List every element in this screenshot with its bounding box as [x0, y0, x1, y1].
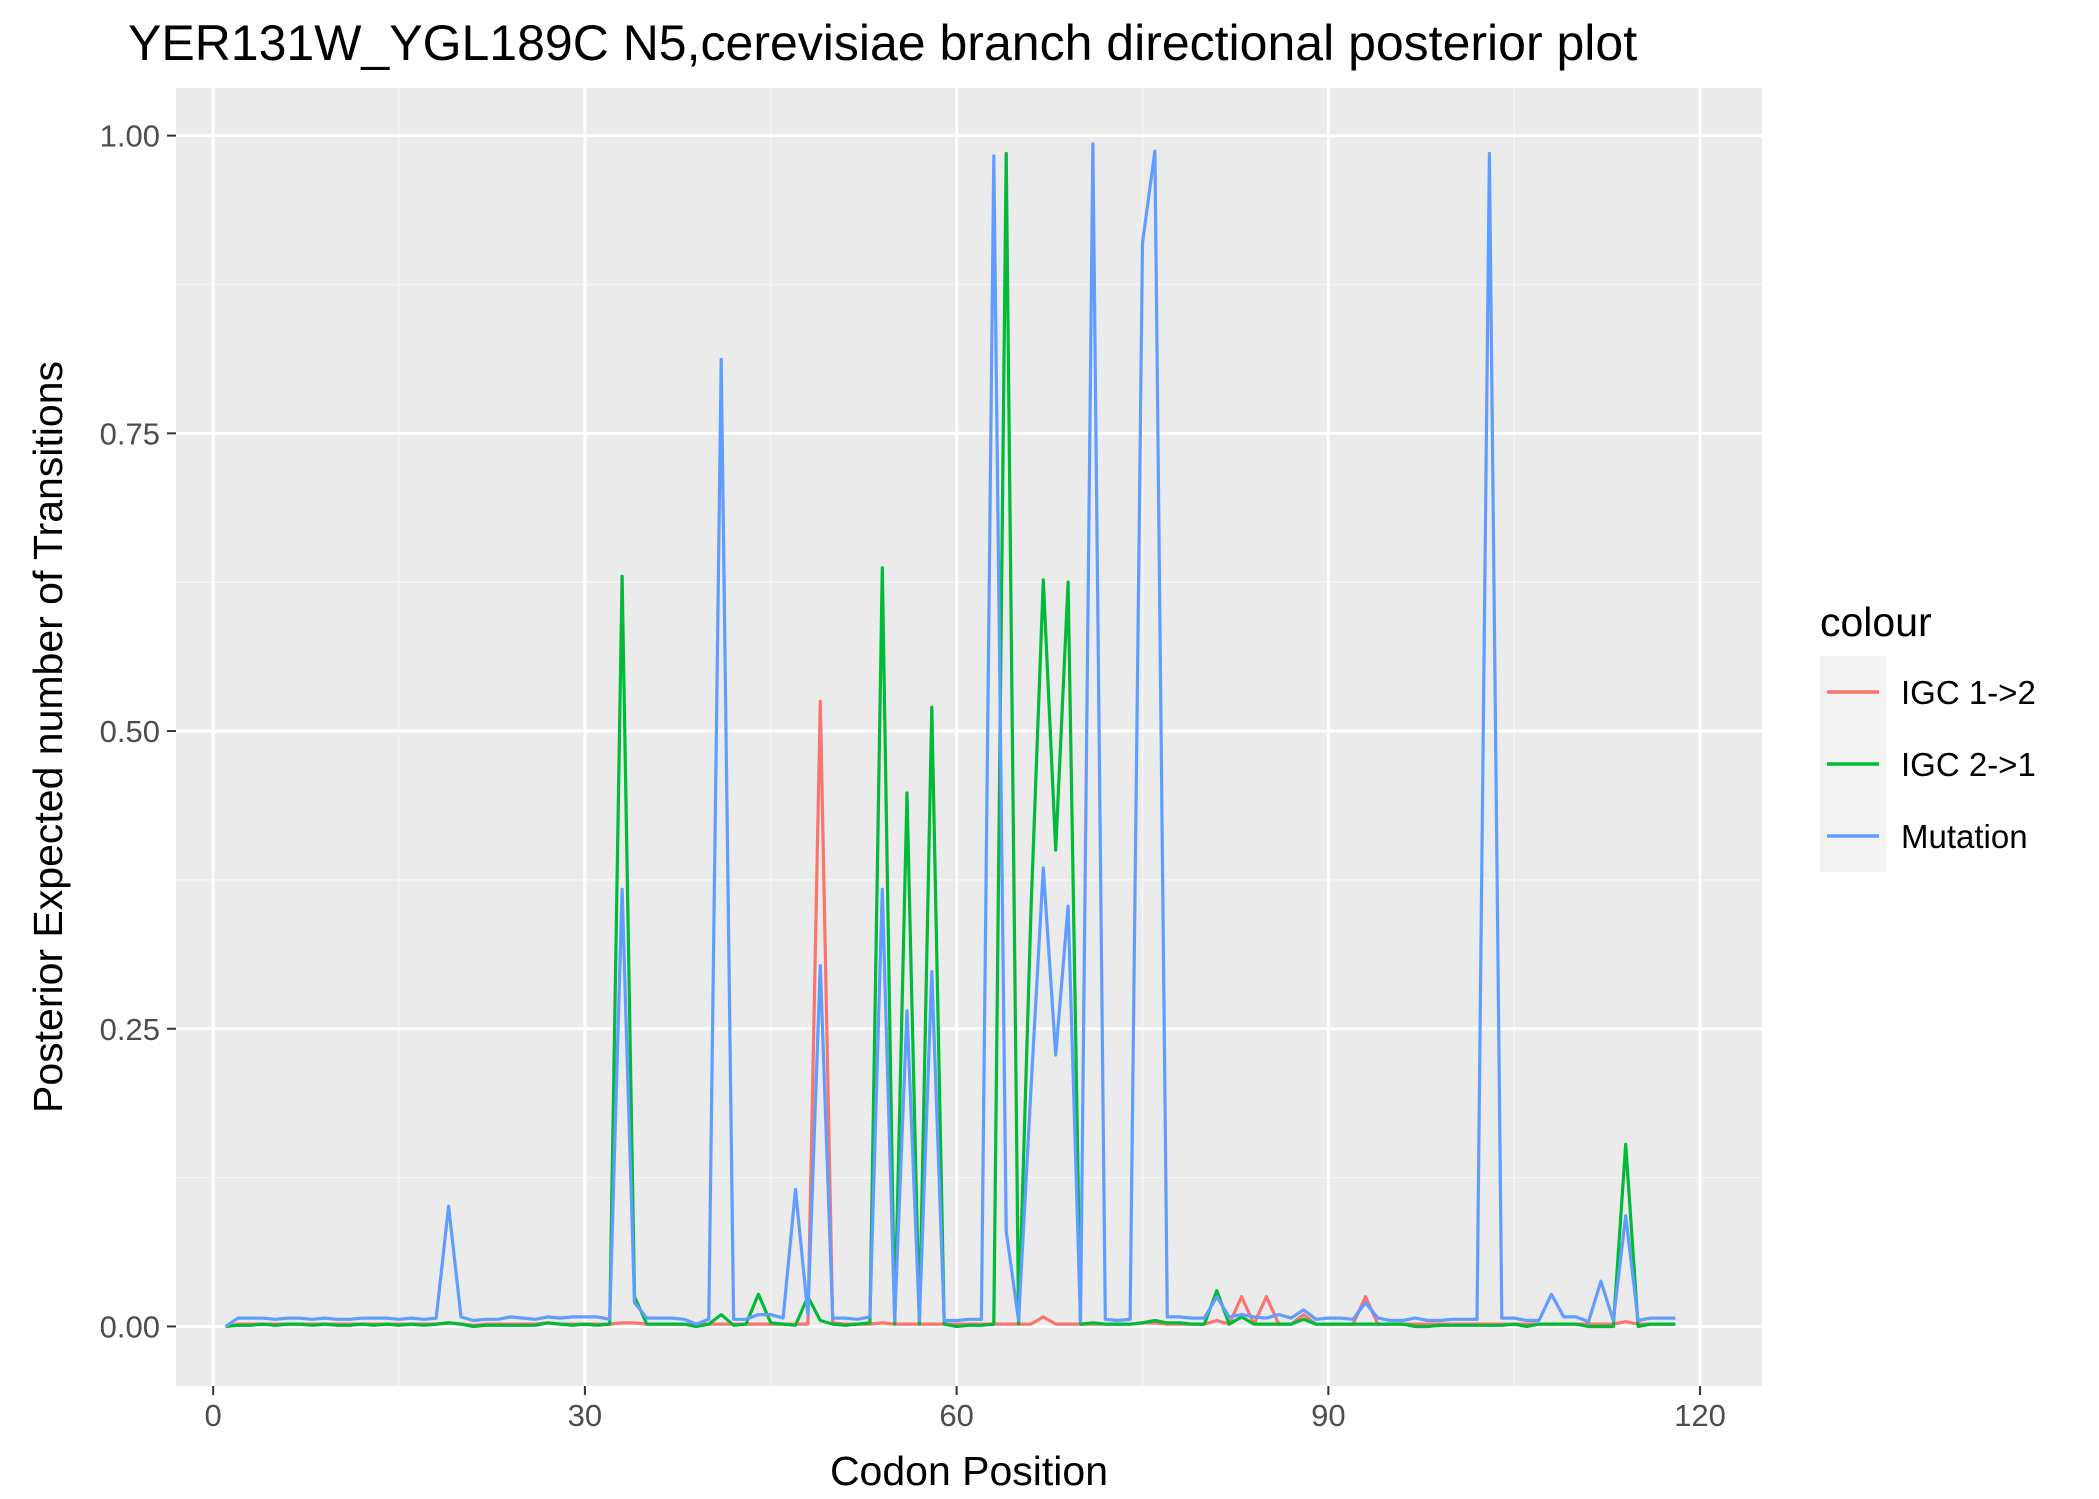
x-tick-label: 120: [1674, 1398, 1726, 1433]
series-line-1: [225, 151, 1676, 1329]
x-tick-label: 30: [568, 1398, 602, 1433]
legend-label: Mutation: [1901, 818, 2028, 855]
y-tick-label: 0.50: [100, 714, 160, 749]
x-tick-label: 60: [939, 1398, 973, 1433]
legend-label: IGC 1->2: [1901, 674, 2036, 711]
legend: colour IGC 1->2 IGC 2->1 Mutation: [1820, 599, 2036, 872]
y-tick-label: 0.75: [100, 416, 160, 451]
x-axis-title: Codon Position: [830, 1448, 1108, 1494]
y-tick-label: 0.25: [100, 1012, 160, 1047]
plot-panel: [176, 88, 1762, 1386]
legend-label: IGC 2->1: [1901, 746, 2036, 783]
x-tick-label: 0: [205, 1398, 222, 1433]
y-axis-title: Posterior Expected number of Transitions: [25, 361, 71, 1113]
series-line-2: [224, 142, 1676, 1328]
x-axis: 0 30 60 90 120: [205, 1386, 1726, 1433]
y-axis: 0.00 0.25 0.50 0.75 1.00: [100, 119, 176, 1344]
legend-title: colour: [1820, 599, 1932, 645]
series-lines: [224, 142, 1676, 1329]
y-tick-label: 0.00: [100, 1309, 160, 1344]
y-tick-label: 1.00: [100, 119, 160, 154]
chart-title: YER131W_YGL189C N5,cerevisiae branch dir…: [128, 15, 1637, 71]
x-tick-label: 90: [1311, 1398, 1345, 1433]
